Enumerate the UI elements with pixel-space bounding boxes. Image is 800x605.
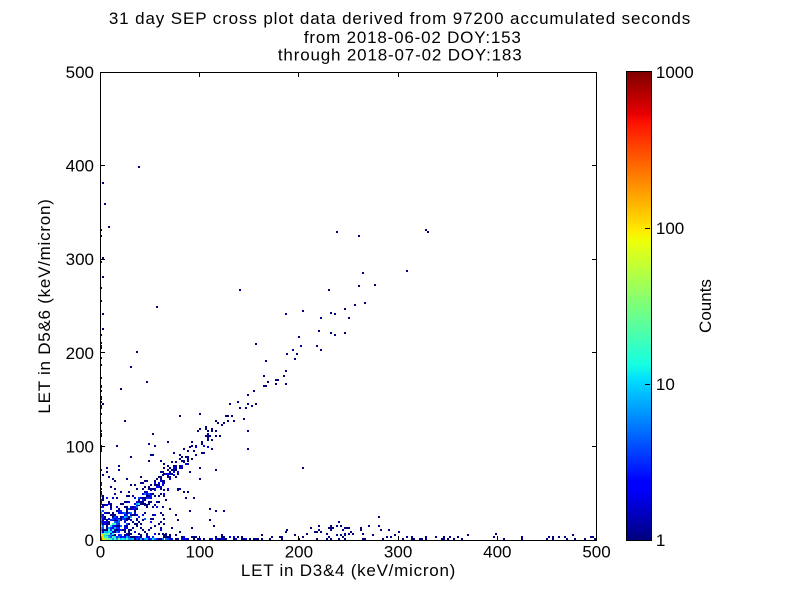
svg-text:0: 0 xyxy=(85,531,94,550)
svg-text:LET in D5&6 (keV/micron): LET in D5&6 (keV/micron) xyxy=(35,198,54,413)
svg-text:500: 500 xyxy=(582,543,610,562)
svg-text:100: 100 xyxy=(656,219,684,238)
svg-text:1000: 1000 xyxy=(656,63,694,82)
svg-text:300: 300 xyxy=(384,543,412,562)
svg-text:0: 0 xyxy=(96,543,105,562)
svg-text:300: 300 xyxy=(66,250,94,269)
svg-text:100: 100 xyxy=(186,543,214,562)
svg-text:Counts: Counts xyxy=(696,279,715,333)
svg-text:from 2018-06-02 DOY:153: from 2018-06-02 DOY:153 xyxy=(304,28,522,47)
svg-text:400: 400 xyxy=(483,543,511,562)
svg-text:through 2018-07-02 DOY:183: through 2018-07-02 DOY:183 xyxy=(278,45,523,64)
svg-text:10: 10 xyxy=(656,375,675,394)
svg-text:400: 400 xyxy=(66,157,94,176)
svg-text:31 day SEP cross plot data der: 31 day SEP cross plot data derived from … xyxy=(109,9,691,28)
svg-text:1: 1 xyxy=(656,531,665,550)
svg-text:100: 100 xyxy=(66,437,94,456)
svg-text:500: 500 xyxy=(66,63,94,82)
svg-text:200: 200 xyxy=(285,543,313,562)
svg-text:LET in D3&4 (keV/micron): LET in D3&4 (keV/micron) xyxy=(241,561,456,580)
svg-text:200: 200 xyxy=(66,344,94,363)
